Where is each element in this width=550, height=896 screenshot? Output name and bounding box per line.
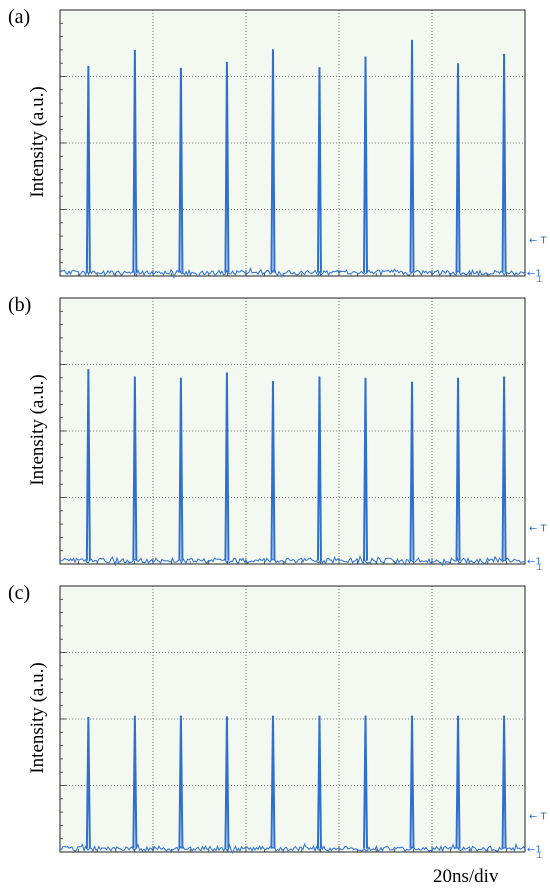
- pulse: [270, 381, 276, 561]
- plot-frame: [59, 9, 526, 277]
- scope-panel-1: (a)Intensity (a.u.)← T←1⏚: [0, 2, 550, 282]
- pulse: [132, 49, 138, 273]
- pulse: [363, 715, 369, 849]
- ground-icon: ⏚: [535, 565, 544, 570]
- channel-marker: ←1: [527, 557, 542, 568]
- pulse: [132, 715, 138, 849]
- pulse: [85, 65, 91, 273]
- pulse: [501, 53, 507, 273]
- pulse: [178, 67, 184, 273]
- pulse: [455, 377, 461, 561]
- pulse: [409, 715, 415, 849]
- plot-frame: [59, 297, 526, 565]
- pulse: [316, 376, 322, 561]
- channel-marker: ←1: [527, 845, 542, 856]
- pulse: [224, 372, 230, 561]
- pulse: [85, 716, 91, 849]
- pulse: [501, 715, 507, 849]
- pulse: [316, 67, 322, 273]
- pulse: [224, 61, 230, 273]
- scope-plot: ← T ←1⏚: [59, 9, 548, 282]
- pulse: [455, 715, 461, 849]
- scope-plot: ← T ←1⏚: [59, 585, 548, 858]
- scope-panel-3: (c)Intensity (a.u.)← T←1⏚: [0, 578, 550, 858]
- baseline-trace: [59, 554, 526, 567]
- pulse: [363, 377, 369, 561]
- pulse: [409, 39, 415, 273]
- baseline-trace: [59, 842, 526, 854]
- ground-icon: ⏚: [535, 853, 544, 858]
- plot-frame: [59, 585, 526, 853]
- trigger-marker: ← T: [529, 235, 548, 246]
- pulse: [409, 381, 415, 561]
- pulse: [224, 716, 230, 849]
- pulse: [178, 377, 184, 561]
- pulse: [501, 376, 507, 561]
- pulse: [316, 715, 322, 849]
- trigger-marker: ← T: [529, 811, 548, 822]
- baseline-trace: [59, 266, 526, 279]
- panel-label: (a): [8, 6, 31, 28]
- trigger-marker: ← T: [529, 523, 548, 534]
- scope-panel-2: (b)Intensity (a.u.)← T←1⏚: [0, 290, 550, 570]
- ground-icon: ⏚: [535, 277, 544, 282]
- pulse: [455, 63, 461, 273]
- panel-label: (b): [8, 294, 32, 316]
- pulse: [132, 376, 138, 561]
- x-axis-label: 20ns/div: [433, 866, 499, 887]
- scope-plot: ← T ←1⏚: [59, 297, 548, 570]
- channel-marker: ←1: [527, 269, 542, 280]
- pulse: [270, 49, 276, 273]
- panel-label: (c): [8, 582, 31, 604]
- pulse: [178, 715, 184, 849]
- pulse: [85, 369, 91, 561]
- pulse: [270, 715, 276, 849]
- pulse: [363, 56, 369, 273]
